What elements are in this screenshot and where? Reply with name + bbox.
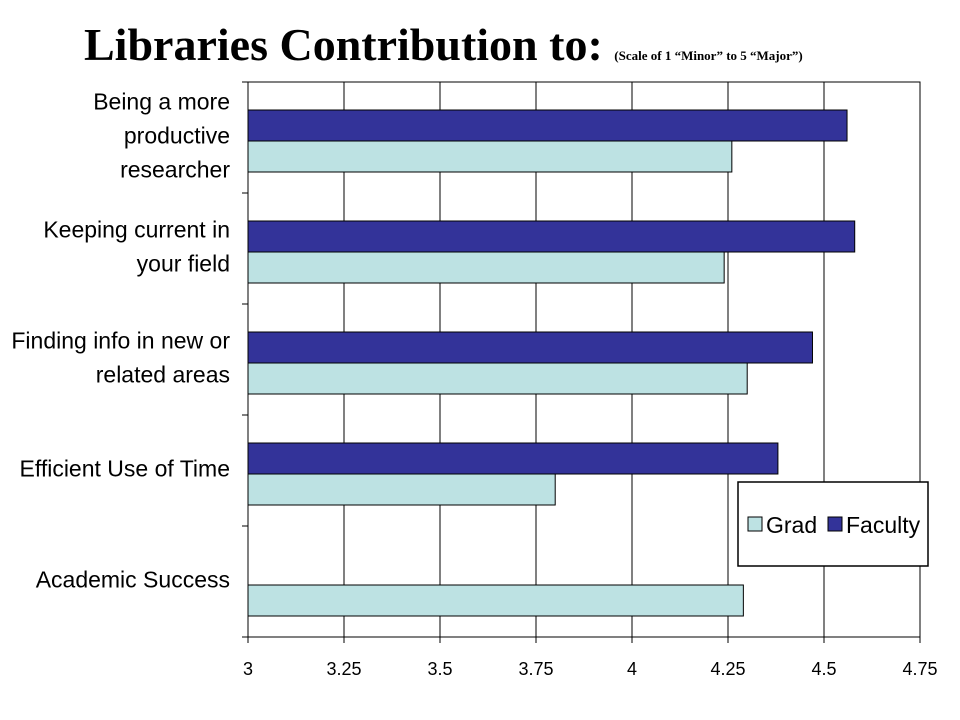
chart-title: Libraries Contribution to: (Scale of 1 “… (84, 18, 803, 71)
bar-faculty (247, 109, 848, 142)
x-tick-label: 4.5 (811, 659, 836, 679)
chart-subtitle: (Scale of 1 “Minor” to 5 “Major”) (614, 48, 803, 63)
bar-faculty (247, 442, 779, 475)
category-label: Efficient Use of Time (20, 456, 231, 482)
bar-grad (247, 584, 744, 617)
bar-faculty (247, 331, 813, 364)
category-label: Academic Success (36, 567, 230, 593)
x-tick-label: 4.75 (902, 659, 937, 679)
x-tick-label: 3.5 (427, 659, 452, 679)
x-tick-label: 3.25 (326, 659, 361, 679)
bar-faculty (247, 220, 856, 253)
legend-label-faculty: Faculty (846, 512, 921, 538)
bar-grad (247, 473, 556, 506)
x-tick-label: 4.25 (710, 659, 745, 679)
category-label: Finding info in new or related areas (11, 328, 230, 388)
bar-grad (247, 362, 748, 395)
x-tick-label: 3.75 (518, 659, 553, 679)
chart-title-main: Libraries Contribution to: (84, 19, 615, 70)
legend-swatch-grad (747, 516, 763, 532)
bar-grad (247, 251, 725, 284)
category-label: Keeping current in your field (43, 217, 230, 277)
bar-grad (247, 140, 733, 173)
x-tick-label: 4 (627, 659, 637, 679)
legend-swatch-faculty (827, 516, 843, 532)
legend-label-grad: Grad (766, 512, 817, 538)
x-tick-label: 3 (243, 659, 253, 679)
category-label: Being a more productive researcher (93, 89, 230, 183)
